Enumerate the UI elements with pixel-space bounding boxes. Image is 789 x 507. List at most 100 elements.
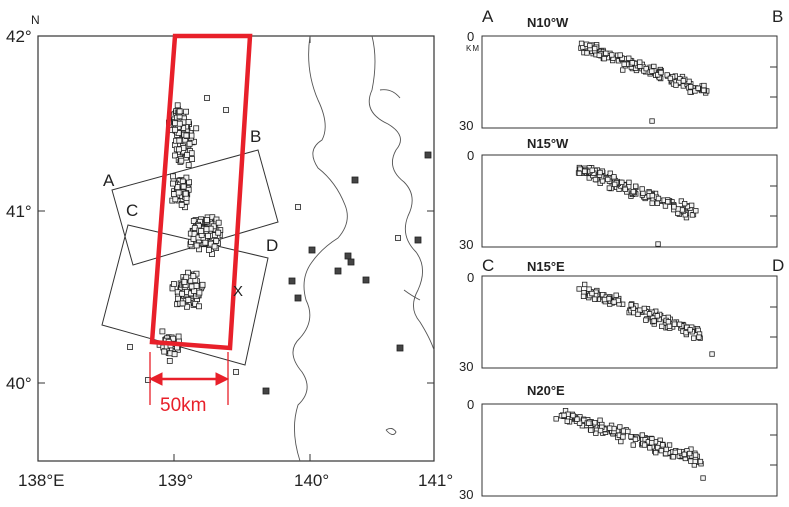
- event-marker: [592, 296, 598, 302]
- event-marker: [576, 170, 583, 177]
- profile-3-orientation: N15°E: [527, 259, 565, 274]
- event-marker: [639, 186, 645, 192]
- profile-3-depth-bottom: 30: [459, 359, 474, 374]
- event-marker: [183, 274, 190, 281]
- event-marker: [617, 424, 623, 430]
- event-marker: [628, 433, 634, 440]
- event-marker: [655, 241, 661, 247]
- event-marker: [697, 458, 704, 465]
- hypocenter-profiles: [553, 40, 715, 481]
- event-marker: [190, 218, 197, 224]
- section-letter-b: B: [250, 127, 262, 146]
- event-marker: [646, 311, 653, 317]
- event-marker: [649, 200, 655, 206]
- event-marker: [574, 416, 580, 422]
- event-marker: [599, 178, 606, 184]
- event-marker: [193, 282, 200, 289]
- event-marker: [362, 276, 370, 284]
- event-marker: [189, 156, 195, 163]
- event-marker: [584, 50, 590, 56]
- event-marker: [176, 146, 182, 153]
- event-marker: [649, 68, 655, 74]
- event-marker: [179, 300, 186, 307]
- scale-bar: [148, 352, 230, 405]
- event-marker: [630, 188, 636, 195]
- event-marker: [672, 449, 678, 456]
- event-marker: [170, 173, 177, 180]
- event-marker: [174, 102, 181, 109]
- event-marker: [593, 430, 599, 436]
- depth-unit-label: KM: [466, 44, 480, 53]
- event-marker: [396, 344, 404, 352]
- event-marker: [607, 170, 613, 176]
- event-marker: [185, 162, 192, 169]
- event-marker: [639, 432, 645, 438]
- event-marker: [191, 231, 198, 238]
- event-marker: [687, 450, 693, 457]
- event-marker: [589, 290, 595, 297]
- event-marker: [692, 452, 699, 458]
- event-marker: [596, 52, 602, 58]
- event-marker: [159, 328, 166, 335]
- event-marker: [262, 387, 270, 395]
- event-marker: [176, 120, 183, 127]
- event-marker: [170, 281, 177, 287]
- event-marker: [592, 45, 598, 52]
- event-marker: [613, 292, 619, 298]
- event-marker: [681, 451, 687, 458]
- lon-label-139: 139°: [158, 471, 194, 490]
- event-marker: [190, 235, 197, 242]
- event-marker: [659, 323, 665, 330]
- event-marker: [655, 195, 662, 202]
- event-marker: [171, 191, 177, 198]
- profile-3-right-letter: D: [772, 256, 785, 275]
- event-marker: [203, 217, 210, 223]
- study-region-outline: [149, 33, 253, 351]
- event-marker: [643, 66, 649, 72]
- event-marker: [176, 108, 183, 115]
- event-marker: [662, 203, 669, 209]
- event-marker: [580, 293, 587, 300]
- event-marker: [622, 186, 628, 193]
- event-marker: [687, 327, 693, 333]
- event-marker: [193, 125, 200, 132]
- event-marker: [601, 56, 607, 62]
- event-marker: [611, 425, 617, 432]
- profile-frames: [481, 35, 778, 497]
- scale-label: 50km: [160, 395, 207, 416]
- event-marker: [658, 447, 664, 454]
- event-marker: [233, 369, 239, 375]
- profile-4-depth-bottom: 30: [459, 487, 474, 502]
- event-marker: [695, 85, 701, 91]
- event-marker: [199, 281, 206, 288]
- event-marker: [183, 132, 190, 139]
- event-marker: [666, 442, 673, 448]
- event-marker: [641, 305, 647, 312]
- section-letter-d: D: [266, 236, 279, 255]
- event-marker: [671, 321, 678, 327]
- event-marker: [626, 55, 632, 61]
- event-marker: [183, 108, 190, 115]
- event-marker: [647, 445, 653, 451]
- event-marker: [172, 120, 179, 127]
- event-marker: [581, 417, 587, 423]
- event-marker: [605, 176, 611, 183]
- event-marker: [582, 168, 588, 174]
- profile-1-orientation: N10°W: [527, 15, 569, 30]
- event-marker: [617, 52, 623, 58]
- event-marker: [688, 84, 694, 90]
- event-marker: [172, 196, 179, 203]
- cross-section-box-ab: [111, 149, 279, 266]
- event-marker: [635, 311, 641, 318]
- event-marker: [183, 174, 190, 181]
- event-marker: [170, 335, 176, 342]
- event-marker: [205, 232, 211, 239]
- event-marker: [606, 185, 612, 191]
- event-marker: [667, 75, 673, 81]
- event-marker: [701, 87, 707, 93]
- event-marker: [347, 258, 355, 266]
- event-marker: [223, 107, 229, 113]
- event-marker: [172, 152, 178, 159]
- profile-3-left-letter: C: [482, 256, 495, 275]
- event-marker: [691, 335, 697, 341]
